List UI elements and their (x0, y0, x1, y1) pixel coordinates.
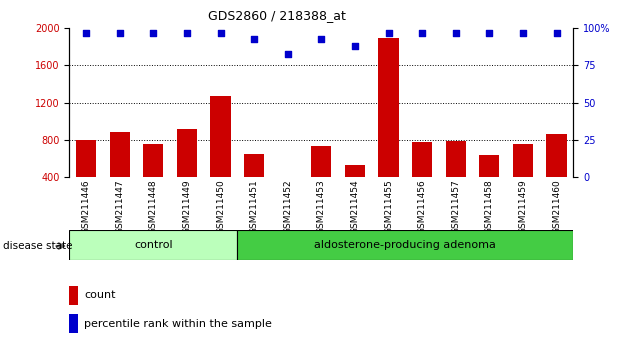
Bar (177, 129, 197, 177)
Point (249, 36, 259, 41)
Point (115, 30, 125, 36)
Text: control: control (134, 240, 173, 250)
Bar (345, 165, 365, 177)
Text: GSM211449: GSM211449 (183, 180, 192, 234)
Text: aldosterone-producing adenoma: aldosterone-producing adenoma (314, 240, 496, 250)
Text: GSM211447: GSM211447 (115, 180, 124, 234)
Point (81, 30, 91, 36)
Text: percentile rank within the sample: percentile rank within the sample (84, 319, 272, 329)
Text: GSM211448: GSM211448 (149, 180, 158, 234)
Bar (311, 146, 331, 177)
Point (484, 30, 495, 36)
Bar (445, 141, 466, 177)
Text: count: count (84, 290, 116, 300)
Text: GSM211459: GSM211459 (518, 180, 527, 234)
Text: GSM211456: GSM211456 (418, 180, 427, 234)
Text: GSM211453: GSM211453 (317, 180, 326, 234)
Point (450, 30, 461, 36)
Point (551, 30, 561, 36)
Text: GSM211451: GSM211451 (249, 180, 258, 234)
Bar (69, 314, 78, 333)
Bar (278, 177, 298, 178)
Text: GDS2860 / 218388_at: GDS2860 / 218388_at (209, 9, 346, 22)
Bar (244, 154, 264, 177)
Text: GSM211457: GSM211457 (451, 180, 460, 234)
Point (182, 30, 192, 36)
Bar (238, 230, 573, 260)
Bar (110, 132, 130, 177)
Bar (143, 144, 163, 177)
Text: GSM211458: GSM211458 (485, 180, 494, 234)
Point (283, 51, 293, 56)
Bar (210, 96, 231, 177)
Bar (513, 144, 533, 177)
Text: GSM211460: GSM211460 (552, 180, 561, 234)
Text: GSM211455: GSM211455 (384, 180, 393, 234)
Point (417, 30, 427, 36)
Text: GSM211452: GSM211452 (284, 180, 292, 234)
Bar (479, 155, 500, 177)
Text: GSM211450: GSM211450 (216, 180, 225, 234)
Point (518, 30, 528, 36)
Text: disease state: disease state (3, 241, 72, 251)
Bar (69, 230, 238, 260)
Bar (76, 140, 96, 177)
Bar (379, 38, 399, 177)
Point (384, 30, 394, 36)
Bar (412, 142, 432, 177)
Point (215, 30, 226, 36)
Bar (69, 286, 78, 305)
Text: GSM211454: GSM211454 (350, 180, 359, 234)
Point (350, 43, 360, 49)
Point (316, 36, 326, 41)
Text: GSM211446: GSM211446 (82, 180, 91, 234)
Point (148, 30, 158, 36)
Bar (546, 134, 566, 177)
